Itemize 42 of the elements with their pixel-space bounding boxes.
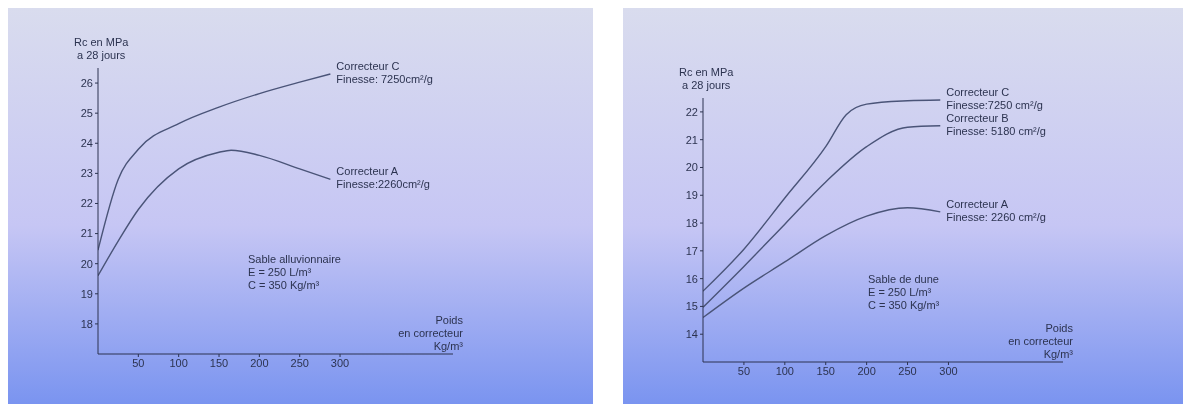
series-label: Correcteur B Finesse: 5180 cm²/g xyxy=(946,111,1046,137)
y-tick-label: 19 xyxy=(685,189,698,202)
x-tick-label: 200 xyxy=(857,364,876,377)
y-tick-label: 21 xyxy=(685,133,698,146)
x-tick-label: 150 xyxy=(209,356,229,369)
y-tick-label: 20 xyxy=(685,161,698,174)
y-axis-title: Rc en MPa a 28 jours xyxy=(74,36,129,62)
y-tick-label: 15 xyxy=(685,300,698,313)
x-tick-label: 300 xyxy=(939,364,958,377)
y-tick-label: 23 xyxy=(80,167,93,180)
x-axis-title: Poids en correcteur Kg/m³ xyxy=(1007,322,1073,361)
series-label: Correcteur A Finesse:2260cm²/g xyxy=(336,165,430,191)
y-tick-label: 17 xyxy=(685,244,698,257)
annotation: Sable alluvionnaire E = 250 L/m³ C = 350 Kg/m³ xyxy=(248,253,341,292)
y-tick-label: 14 xyxy=(685,328,698,341)
annotation: Sable de dune E = 250 L/m³ C = 350 Kg/m³ xyxy=(868,273,940,312)
y-axis-title: Rc en MPa a 28 jours xyxy=(679,66,734,92)
x-tick-label: 200 xyxy=(250,356,269,369)
y-tick-label: 24 xyxy=(80,137,93,150)
y-tick-label: 26 xyxy=(80,76,93,89)
y-tick-label: 20 xyxy=(80,257,93,270)
y-tick-label: 25 xyxy=(80,107,93,120)
x-tick-label: 50 xyxy=(737,364,751,377)
y-tick-label: 21 xyxy=(80,227,93,240)
line-series xyxy=(703,207,941,319)
x-tick-label: 100 xyxy=(169,356,188,369)
y-tick-label: 18 xyxy=(80,317,93,330)
x-axis-title: Poids en correcteur Kg/m³ xyxy=(397,314,463,353)
y-tick-label: 19 xyxy=(80,287,93,300)
x-tick-label: 300 xyxy=(330,356,350,369)
x-tick-label: 250 xyxy=(898,364,917,377)
x-tick-label: 100 xyxy=(775,364,794,377)
y-tick-label: 18 xyxy=(685,216,698,229)
x-tick-label: 50 xyxy=(132,356,145,369)
series-label: Correcteur A Finesse: 2260 cm²/g xyxy=(946,197,1046,223)
y-tick-label: 16 xyxy=(685,272,698,285)
series-label: Correcteur C Finesse: 7250cm²/g xyxy=(336,60,433,86)
series-label: Correcteur C Finesse:7250 cm²/g xyxy=(946,85,1043,111)
x-tick-label: 250 xyxy=(290,356,309,369)
x-tick-label: 150 xyxy=(816,364,835,377)
y-tick-label: 22 xyxy=(685,105,698,118)
y-tick-label: 22 xyxy=(80,197,93,210)
